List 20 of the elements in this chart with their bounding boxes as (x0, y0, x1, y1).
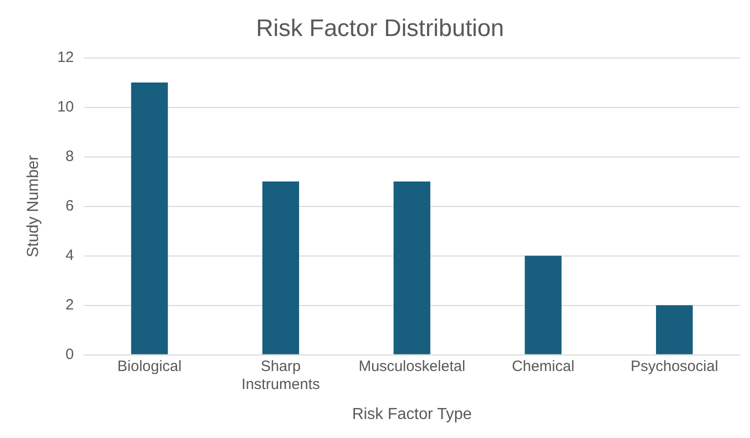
y-tick-label: 0 (66, 346, 74, 363)
bar (262, 182, 300, 354)
x-tick-label: Musculoskeletal (358, 358, 466, 375)
y-tick-label: 4 (66, 246, 74, 264)
x-tick-label: Psychosocial (630, 358, 718, 375)
y-tick-label: 12 (57, 48, 74, 66)
chart-title: Risk Factor Distribution (256, 15, 504, 42)
y-tick-label: 2 (66, 296, 74, 314)
y-tick-label: 6 (66, 197, 74, 214)
x-tick-label: Sharp Instruments (242, 358, 320, 393)
bar (656, 305, 693, 354)
x-axis-title: Risk Factor Type (352, 406, 472, 423)
y-tick-label: 10 (57, 98, 74, 116)
x-tick-label: Biological (117, 358, 182, 375)
y-tick-label: 8 (66, 148, 74, 165)
x-tick-label: Chemical (512, 358, 574, 375)
y-axis-title: Study Number (25, 154, 42, 258)
bar (394, 182, 430, 354)
bar (524, 256, 562, 354)
bar (131, 82, 168, 354)
